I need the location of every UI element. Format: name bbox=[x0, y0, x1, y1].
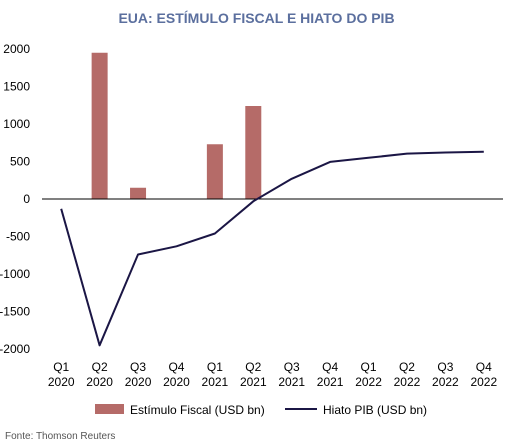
x-tick-label: Q3 2022 bbox=[432, 360, 459, 389]
y-tick-label: 1500 bbox=[3, 80, 30, 94]
x-tick-label: Q2 2022 bbox=[394, 360, 421, 389]
fiscal-stimulus-bar bbox=[130, 187, 147, 199]
fiscal-stimulus-bar bbox=[206, 144, 223, 199]
y-tick-label: 500 bbox=[10, 155, 30, 169]
y-tick-label: 2000 bbox=[3, 42, 30, 56]
legend-bar-swatch bbox=[95, 404, 124, 414]
bar-series bbox=[91, 52, 262, 199]
x-tick-label: Q3 2020 bbox=[125, 360, 152, 389]
source-note: Fonte: Thomson Reuters bbox=[5, 431, 116, 442]
y-tick-label: -2000 bbox=[0, 342, 30, 356]
x-tick-label: Q4 2022 bbox=[470, 360, 497, 389]
y-tick-label: -1000 bbox=[0, 267, 30, 281]
y-tick-label: -500 bbox=[6, 230, 30, 244]
x-tick-label: Q3 2021 bbox=[278, 360, 305, 389]
fiscal-stimulus-bar bbox=[91, 52, 108, 199]
y-tick-label: 0 bbox=[23, 192, 30, 206]
x-tick-label: Q4 2021 bbox=[317, 360, 344, 389]
y-axis-ticks: 2000 1500 1000 500 0 -500 -1000 -1500 -2000 bbox=[0, 42, 30, 356]
legend: Estímulo Fiscal (USD bn) Hiato PIB (USD … bbox=[95, 403, 427, 417]
fiscal-stimulus-bar bbox=[245, 106, 262, 199]
x-tick-label: Q1 2022 bbox=[355, 360, 382, 389]
x-tick-label: Q2 2020 bbox=[86, 360, 113, 389]
chart-title: EUA: ESTÍMULO FISCAL E HIATO DO PIB bbox=[118, 10, 395, 26]
x-tick-label: Q1 2020 bbox=[48, 360, 75, 389]
legend-bar-label: Estímulo Fiscal (USD bn) bbox=[130, 403, 265, 417]
x-axis-ticks: Q1 2020 Q2 2020 Q3 2020 Q4 2020 Q1 2021 Q2 2021 Q3 20… bbox=[48, 360, 498, 389]
x-tick-label: Q4 2020 bbox=[163, 360, 190, 389]
x-tick-label: Q2 2021 bbox=[240, 360, 267, 389]
y-tick-label: 1000 bbox=[3, 117, 30, 131]
gdp-gap-line bbox=[60, 150, 484, 347]
x-tick-label: Q1 2021 bbox=[202, 360, 229, 389]
legend-line-label: Hiato PIB (USD bn) bbox=[323, 403, 427, 417]
y-tick-label: -1500 bbox=[0, 305, 30, 319]
